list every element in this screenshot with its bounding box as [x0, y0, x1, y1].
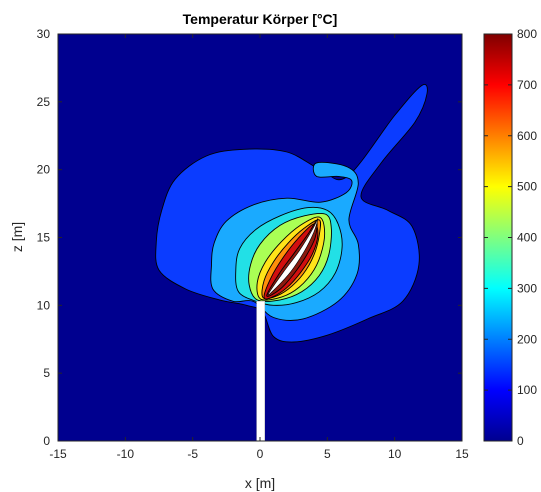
colorbar-tick-label: 300	[517, 281, 537, 295]
x-tick-label: -10	[117, 447, 135, 461]
colorbar-tick-label: 100	[517, 383, 537, 397]
colorbar-tick-label: 0	[517, 434, 524, 448]
colorbar-tick-label: 800	[517, 27, 537, 41]
contour-body-void	[267, 218, 319, 296]
y-tick-label: 25	[37, 95, 51, 109]
mast-column	[256, 301, 265, 441]
colorbar-ticks: 0 100 200 300 400 500 600 700 800	[484, 27, 537, 448]
x-tick-label: -5	[187, 447, 198, 461]
y-tick-label: 5	[43, 366, 50, 380]
plot-area	[57, 33, 463, 442]
y-tick-label: 20	[37, 163, 51, 177]
x-axis-label: x [m]	[245, 475, 275, 491]
colorbar-tick-label: 700	[517, 78, 537, 92]
chart-title: Temperatur Körper [°C]	[183, 11, 338, 27]
colorbar-gradient	[483, 33, 513, 442]
colorbar-tick-label: 600	[517, 129, 537, 143]
y-tick-label: 10	[37, 298, 51, 312]
y-tick-label: 30	[37, 27, 51, 41]
colorbar: 0 100 200 300 400 500 600 700 800	[483, 27, 537, 448]
colorbar-tick-label: 200	[517, 332, 537, 346]
x-tick-label: 5	[324, 447, 331, 461]
colorbar-tick-label: 500	[517, 180, 537, 194]
x-tick-label: -15	[49, 447, 67, 461]
contour-layer	[155, 84, 428, 441]
x-axis: -15 -10 -5 0 5 10 15	[49, 34, 469, 461]
y-tick-label: 0	[43, 434, 50, 448]
colorbar-tick-label: 400	[517, 231, 537, 245]
x-tick-label: 0	[257, 447, 264, 461]
y-axis-label: z [m]	[9, 222, 25, 252]
y-axis: 0 5 10 15 20 25 30	[37, 27, 462, 448]
y-tick-label: 15	[37, 231, 51, 245]
x-tick-label: 10	[388, 447, 402, 461]
x-tick-label: 15	[455, 447, 469, 461]
